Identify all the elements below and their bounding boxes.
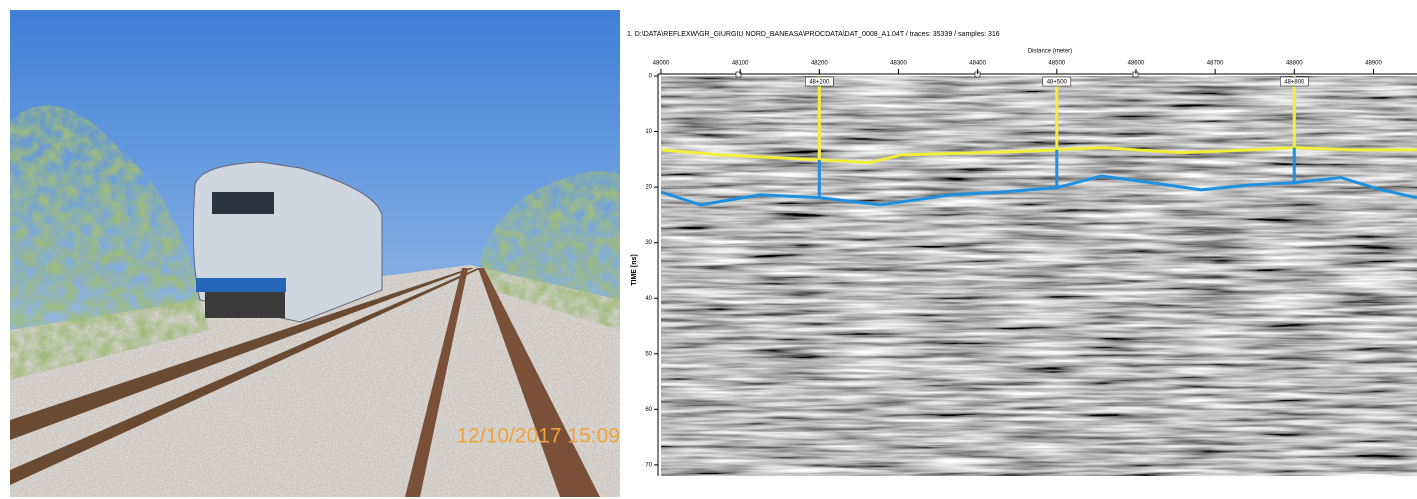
marker-label: 48+500	[1047, 80, 1068, 86]
y-tick-label: 60	[645, 407, 652, 413]
y-tick-label: 70	[645, 462, 652, 468]
x-tick-label: 48900	[1365, 61, 1382, 67]
x-tick-label: 48000	[653, 61, 670, 67]
marker-box	[805, 76, 834, 87]
y-tick-label: 50	[645, 351, 652, 357]
radar-image	[661, 76, 1417, 476]
x-tick-label: 48700	[1207, 61, 1224, 67]
x-tick-label: 48200	[811, 61, 828, 67]
y-tick-label: 30	[645, 240, 652, 246]
layer-line	[661, 174, 1417, 207]
radargram: 1. D:\DATA\REFLEXW\GR_GIURGIU NORD_BANEA…	[627, 31, 1417, 476]
x-tick-label: 48800	[1286, 61, 1303, 67]
photo: 12/10/2017 15:09	[10, 10, 620, 497]
x-tick-label: 48400	[969, 61, 986, 67]
marker-label: 48+200	[809, 80, 830, 86]
y-tick-label: 10	[645, 129, 652, 135]
photo-timestamp: 12/10/2017 15:09	[457, 425, 621, 448]
x-axis-label: Distance (meter)	[1028, 49, 1072, 55]
y-tick-label: 0	[649, 74, 653, 80]
x-tick-label: 48100	[732, 61, 749, 67]
plot	[661, 76, 1417, 207]
marker-label: 48+800	[1284, 80, 1305, 86]
x-tick-label: 48300	[890, 61, 907, 67]
y-tick-label: 40	[645, 296, 652, 302]
marker-box	[1280, 76, 1309, 87]
x-tick-label: 48600	[1128, 61, 1145, 67]
chart-title: 1. D:\DATA\REFLEXW\GR_GIURGIU NORD_BANEA…	[627, 31, 1000, 38]
y-axis-label: TIME [ns]	[631, 254, 638, 286]
x-tick-label: 48500	[1048, 61, 1065, 67]
y-tick-label: 20	[645, 185, 652, 191]
marker-box	[1042, 76, 1072, 87]
